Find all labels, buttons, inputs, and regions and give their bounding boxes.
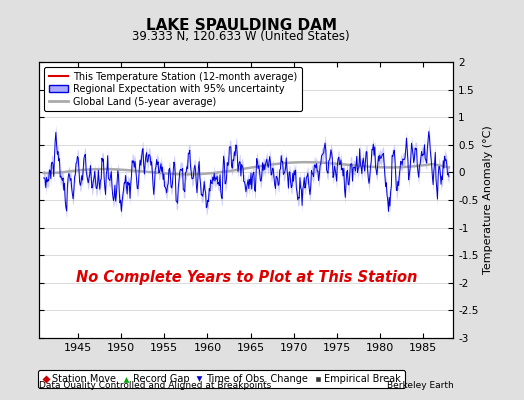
Y-axis label: Temperature Anomaly (°C): Temperature Anomaly (°C) <box>483 126 493 274</box>
Text: 39.333 N, 120.633 W (United States): 39.333 N, 120.633 W (United States) <box>132 30 350 43</box>
Text: Berkeley Earth: Berkeley Earth <box>387 381 453 390</box>
Text: No Complete Years to Plot at This Station: No Complete Years to Plot at This Statio… <box>75 270 417 285</box>
Text: Data Quality Controlled and Aligned at Breakpoints: Data Quality Controlled and Aligned at B… <box>39 381 271 390</box>
Legend: Station Move, Record Gap, Time of Obs. Change, Empirical Break: Station Move, Record Gap, Time of Obs. C… <box>38 370 405 388</box>
Text: LAKE SPAULDING DAM: LAKE SPAULDING DAM <box>146 18 336 33</box>
